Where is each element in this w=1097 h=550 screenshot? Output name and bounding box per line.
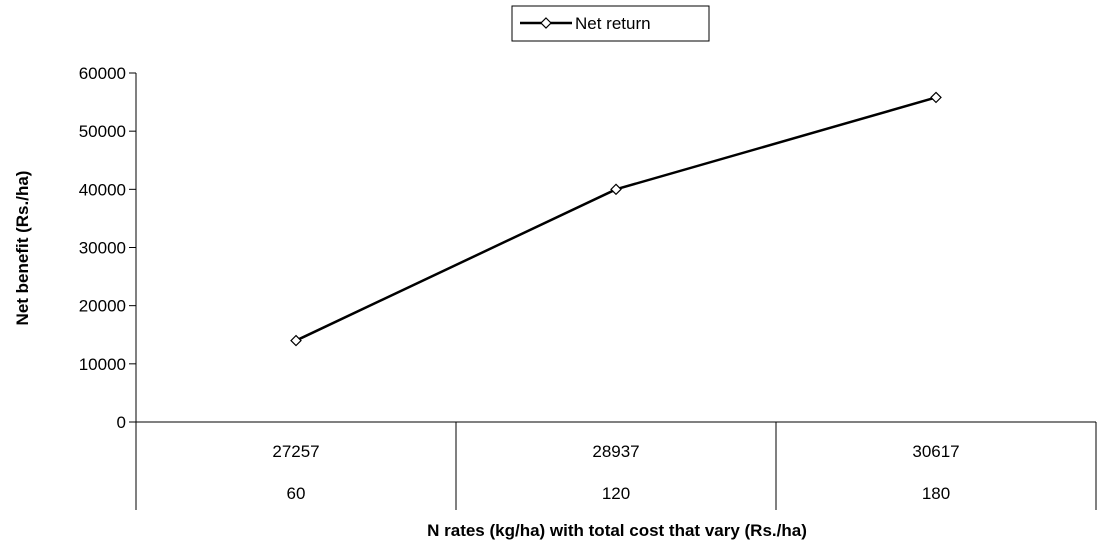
y-tick-label: 30000	[79, 239, 126, 258]
x-categories: 27257 60 28937 120 30617 180	[272, 422, 1097, 510]
plot-area	[290, 91, 942, 347]
data-point	[610, 183, 622, 196]
y-tick-label: 10000	[79, 355, 126, 374]
y-tick-label: 40000	[79, 180, 126, 199]
legend: Net return	[511, 5, 710, 42]
x-category-rate-label: 120	[602, 484, 630, 503]
y-tick-label: 50000	[79, 122, 126, 141]
x-axis-title: N rates (kg/ha) with total cost that var…	[427, 521, 807, 540]
x-category-rate-label: 60	[287, 484, 306, 503]
x-category-rate-label: 180	[922, 484, 950, 503]
x-category-cost-label: 28937	[592, 442, 639, 461]
x-category-cost-label: 30617	[912, 442, 959, 461]
y-axis-title: Net benefit (Rs./ha)	[13, 171, 32, 326]
y-tick-label: 0	[117, 413, 126, 432]
x-category-cost-label: 27257	[272, 442, 319, 461]
y-tick-label: 60000	[79, 64, 126, 83]
series-line	[295, 96, 937, 342]
y-ticks: 0 10000 20000 30000 40000 50000 60000	[79, 64, 136, 432]
data-point	[930, 91, 942, 104]
data-point	[290, 334, 302, 347]
legend-label: Net return	[575, 14, 651, 33]
y-tick-label: 20000	[79, 297, 126, 316]
legend-marker-swatch	[540, 17, 552, 29]
